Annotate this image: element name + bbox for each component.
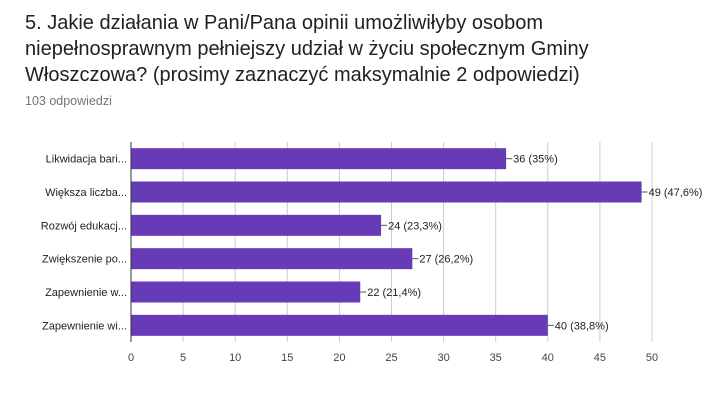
x-tick-label: 10 [229,352,241,364]
x-tick-label: 40 [542,352,554,364]
bar [131,281,361,303]
x-tick-label: 0 [128,352,134,364]
category-labels: Likwidacja bari... Większa liczba... Rozwó… [41,154,127,333]
category-label: Likwidacja bari... [46,154,127,166]
bar [131,148,507,170]
data-label: 40 (38,8%) [555,320,609,332]
bar [131,248,413,270]
bars [131,148,642,336]
data-label: 22 (21,4%) [367,287,421,299]
category-label: Większa liczba... [45,187,127,199]
data-label: 27 (26,2%) [419,254,473,266]
x-tick-label: 20 [333,352,345,364]
x-axis: 0 5 10 15 20 25 30 35 40 45 50 [128,142,658,364]
category-label: Rozwój edukacj... [41,220,127,232]
data-label: 24 (23,3%) [388,220,442,232]
x-tick-label: 30 [437,352,449,364]
data-label: 36 (35%) [513,154,558,166]
x-tick-label: 35 [490,352,502,364]
question-title: 5. Jakie działania w Pani/Pana opinii um… [25,12,589,86]
data-labels: 36 (35%) 49 (47,6%) 24 (23,3%) 27 (26,2%) 22… [360,154,703,332]
grid-lines [130,142,653,342]
x-tick-label: 5 [180,352,186,364]
x-tick-label: 45 [594,352,606,364]
x-tick-label: 25 [385,352,397,364]
x-tick-label: 50 [646,352,658,364]
bar [131,181,642,203]
bar [131,314,548,336]
category-label: Zwiększenie po... [42,254,127,266]
category-label: Zapewnienie w... [45,287,127,299]
category-label: Zapewnienie wi... [42,320,127,332]
data-label: 49 (47,6%) [649,187,703,199]
response-count: 103 odpowiedzi [25,94,112,108]
x-tick-label: 15 [281,352,293,364]
bar [131,214,382,236]
